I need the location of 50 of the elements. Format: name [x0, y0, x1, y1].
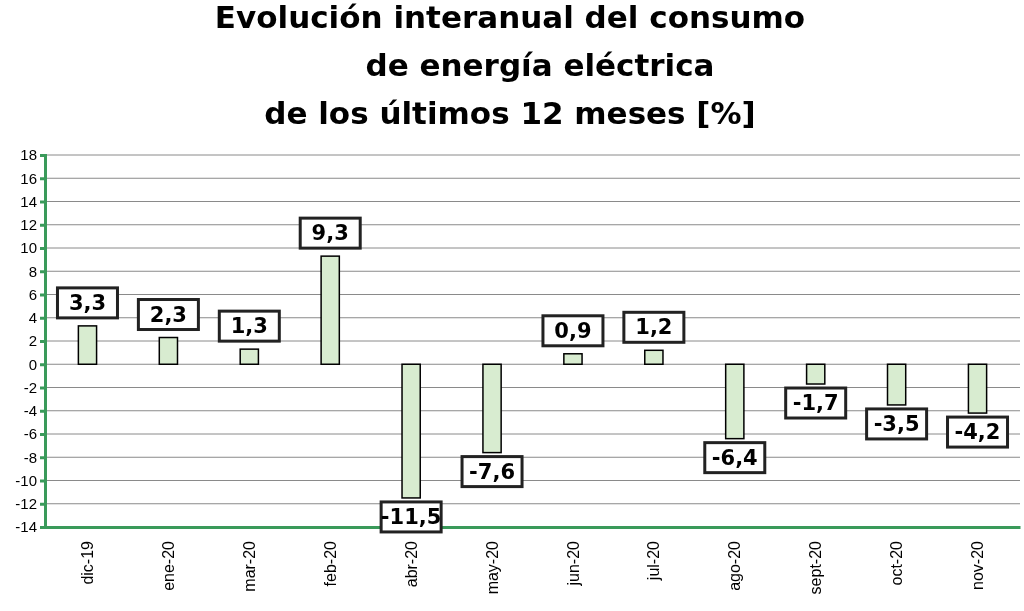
bar — [401, 363, 421, 499]
bar — [563, 353, 583, 365]
x-tick-label: nov-20 — [969, 540, 987, 590]
x-tick-label: ago-20 — [726, 540, 744, 591]
y-tick-label: 4 — [28, 309, 37, 327]
y-tick-label: -2 — [23, 378, 37, 396]
data-label: -11,5 — [380, 504, 442, 529]
y-tick-label: -4 — [23, 402, 37, 420]
bar — [239, 348, 260, 365]
y-tick-label: 2 — [28, 332, 37, 350]
y-tick-label: 18 — [20, 146, 37, 164]
y-tick-label: -6 — [23, 425, 37, 443]
data-label: -6,4 — [711, 445, 758, 470]
y-tick-label: -12 — [15, 495, 37, 513]
x-tick-label: abr-20 — [402, 540, 420, 588]
chart-title: Evolución interanual del consumo de energía eléctrica de los últimos 12 meses [%] — [214, 0, 806, 131]
bar — [644, 349, 664, 365]
bar — [320, 255, 341, 365]
y-tick-label: -8 — [23, 448, 37, 466]
y-tick-label: 8 — [28, 262, 37, 280]
x-tick-label: oct-20 — [888, 540, 906, 586]
data-label: -7,6 — [469, 459, 515, 484]
y-tick-label: -14 — [15, 518, 37, 536]
data-label: 3,3 — [68, 290, 107, 315]
x-tick-label: feb-20 — [321, 540, 339, 587]
bar — [482, 363, 502, 454]
data-label: 1,2 — [635, 315, 673, 340]
y-tick-label: -10 — [15, 471, 37, 489]
x-tick-label: jun-20 — [564, 540, 582, 587]
data-label: -1,7 — [792, 391, 839, 416]
bar — [77, 325, 98, 365]
x-tick-label: jul-20 — [645, 540, 663, 582]
data-label: 2,3 — [149, 302, 187, 327]
data-label: 0,9 — [554, 318, 592, 343]
y-tick-label: 14 — [20, 192, 37, 210]
y-tick-label: 10 — [20, 239, 37, 257]
data-label: -3,5 — [873, 411, 920, 436]
x-tick-label: mar-20 — [240, 540, 258, 592]
y-tick-label: 16 — [20, 169, 37, 187]
x-tick-label: may-20 — [483, 540, 501, 595]
bar — [158, 336, 179, 365]
y-tick-label: 6 — [28, 285, 37, 303]
x-tick-label: sept-20 — [807, 540, 825, 595]
x-tick-label: dic-19 — [79, 540, 97, 585]
data-label: 1,3 — [230, 314, 268, 339]
data-label: 9,3 — [311, 221, 349, 246]
y-tick-label: 0 — [28, 355, 37, 373]
x-tick-label: ene-20 — [159, 540, 177, 591]
y-tick-label: 12 — [20, 216, 37, 234]
data-label: -4,2 — [954, 420, 1001, 445]
